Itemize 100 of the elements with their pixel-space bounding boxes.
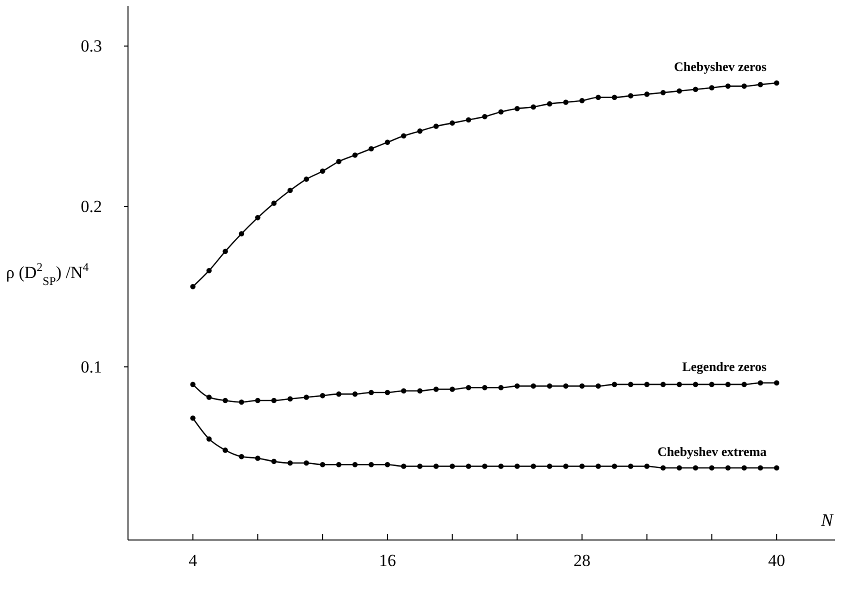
point: [628, 464, 634, 469]
point: [417, 128, 423, 134]
point: [596, 383, 601, 389]
point: [271, 398, 277, 404]
x-tick-label: 4: [188, 551, 198, 570]
point: [222, 248, 228, 254]
series-label: Chebyshev zeros: [674, 58, 767, 74]
point: [596, 464, 601, 469]
point: [579, 98, 585, 104]
point: [384, 390, 390, 396]
point: [742, 84, 747, 89]
point: [709, 382, 714, 388]
point: [368, 462, 374, 468]
point: [530, 104, 536, 110]
point: [336, 391, 342, 397]
point: [222, 448, 228, 453]
point: [466, 117, 472, 122]
point: [579, 464, 585, 469]
point: [498, 109, 504, 114]
point: [644, 382, 650, 388]
point: [514, 106, 520, 112]
point: [401, 464, 406, 469]
point: [466, 464, 472, 469]
point: [546, 101, 552, 106]
point: [271, 458, 277, 464]
point: [450, 464, 455, 469]
point: [774, 380, 780, 386]
point: [660, 465, 666, 470]
point: [433, 124, 439, 129]
point: [563, 100, 568, 105]
point: [320, 462, 326, 468]
point: [288, 396, 293, 402]
point: [709, 465, 714, 470]
point: [206, 268, 212, 274]
y-tick-label: 0.2: [80, 196, 102, 216]
point: [660, 90, 666, 96]
point: [660, 382, 666, 388]
point: [320, 168, 326, 174]
point: [466, 385, 472, 390]
point: [238, 231, 244, 236]
point: [676, 88, 682, 94]
point: [514, 464, 520, 469]
point: [692, 465, 698, 470]
point: [774, 80, 780, 86]
point: [644, 464, 650, 469]
point: [190, 382, 196, 388]
point: [206, 436, 212, 442]
point: [742, 382, 747, 388]
point: [774, 465, 780, 470]
point: [530, 464, 536, 469]
x-tick-label: 40: [768, 551, 786, 570]
point: [190, 415, 196, 421]
x-axis-title: N: [820, 510, 834, 530]
point: [401, 388, 406, 394]
point: [709, 85, 714, 90]
point: [628, 382, 634, 388]
point: [384, 140, 390, 145]
point: [368, 146, 374, 152]
point: [758, 380, 764, 386]
point: [563, 383, 568, 389]
point: [288, 188, 293, 194]
point: [368, 390, 374, 396]
point: [417, 464, 423, 469]
point: [206, 394, 212, 400]
point: [271, 200, 277, 206]
point: [352, 152, 358, 158]
point: [725, 465, 731, 470]
point: [288, 460, 293, 466]
series-label: Legendre zeros: [682, 358, 767, 374]
point: [320, 393, 326, 398]
point: [401, 133, 406, 139]
x-tick-label: 28: [574, 551, 591, 570]
point: [222, 398, 228, 404]
point: [676, 465, 682, 470]
point: [742, 465, 747, 470]
point: [546, 383, 552, 389]
point: [579, 383, 585, 389]
point: [725, 84, 731, 89]
point: [692, 382, 698, 388]
point: [498, 385, 504, 390]
point: [238, 399, 244, 405]
point: [238, 454, 244, 460]
y-tick-label: 0.3: [80, 36, 102, 56]
point: [482, 385, 488, 390]
point: [255, 456, 260, 461]
point: [433, 386, 439, 392]
point: [255, 398, 260, 404]
point: [450, 120, 455, 126]
point: [612, 464, 618, 469]
point: [758, 465, 764, 470]
point: [612, 382, 618, 388]
point: [304, 394, 310, 400]
point: [546, 464, 552, 469]
point: [514, 383, 520, 389]
point: [758, 82, 764, 88]
point: [336, 158, 342, 164]
point: [692, 86, 698, 92]
point: [190, 284, 196, 290]
point: [336, 462, 342, 468]
point: [255, 215, 260, 220]
